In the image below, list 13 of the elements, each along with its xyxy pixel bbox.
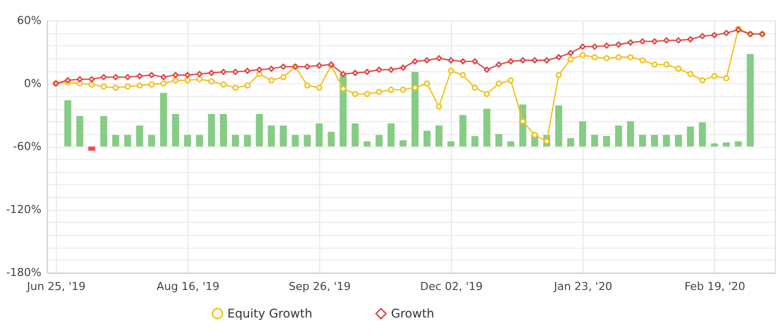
y-tick-label: 0% <box>24 76 42 90</box>
legend-label: Growth <box>390 306 434 321</box>
x-tick-label: Dec 02, '19 <box>420 280 483 294</box>
legend-label: Equity Growth <box>227 306 312 321</box>
y-tick-label: 60% <box>17 14 42 27</box>
y-tick-label: -60% <box>13 140 42 154</box>
x-tick-label: Jun 25, '19 <box>26 280 86 294</box>
x-tick-label: Aug 16, '19 <box>156 280 220 294</box>
x-tick-label: Sep 26, '19 <box>288 280 351 294</box>
y-tick-label: -180% <box>6 266 42 280</box>
x-tick-label: Jan 23, '20 <box>552 280 612 294</box>
x-tick-label: Feb 19, '20 <box>684 280 746 294</box>
y-tick-label: -120% <box>6 203 42 216</box>
